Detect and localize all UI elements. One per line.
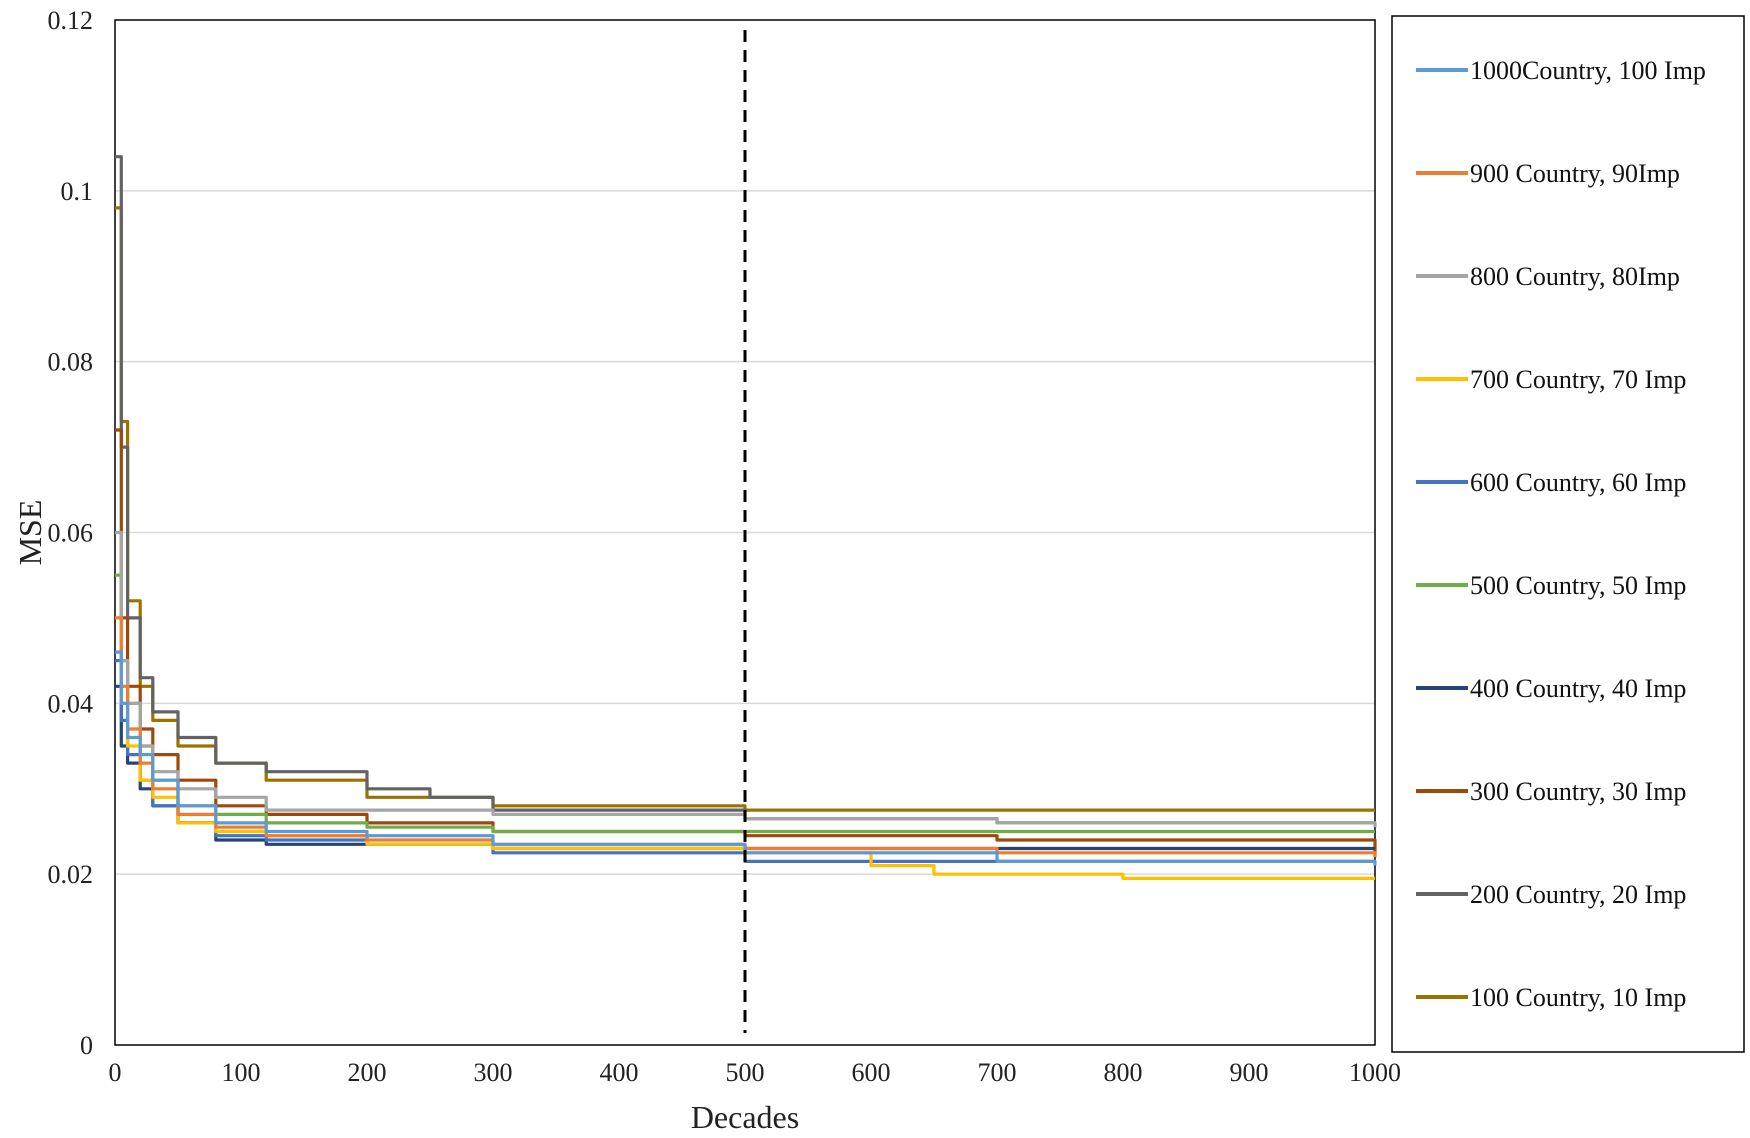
x-tick-label: 0 bbox=[109, 1058, 122, 1087]
legend: 1000Country, 100 Imp 900 Country, 90Imp 80… bbox=[1416, 56, 1706, 1012]
legend-box bbox=[1391, 15, 1745, 1053]
series-lines bbox=[115, 155, 1377, 880]
y-tick-label: 0.04 bbox=[48, 689, 94, 718]
x-axis-title: Decades bbox=[691, 1099, 799, 1135]
y-tick-label: 0.06 bbox=[48, 519, 94, 548]
x-tick-label: 1000 bbox=[1349, 1058, 1401, 1087]
y-tick-label: 0.08 bbox=[48, 348, 94, 377]
x-tick-label: 700 bbox=[978, 1058, 1017, 1087]
y-tick-label: 0 bbox=[80, 1031, 93, 1060]
y-tick-label: 0.02 bbox=[48, 860, 94, 889]
x-tick-label: 100 bbox=[222, 1058, 261, 1087]
y-tick-label: 0.1 bbox=[61, 177, 94, 206]
y-axis-title: MSE bbox=[12, 500, 48, 566]
legend-label: 600 Country, 60 Imp bbox=[1470, 468, 1686, 497]
series-line-200-country-20-imp bbox=[115, 155, 1375, 825]
x-tick-label: 200 bbox=[348, 1058, 387, 1087]
x-tick-label: 300 bbox=[474, 1058, 513, 1087]
y-axis-ticks: 0 0.02 0.04 0.06 0.08 0.1 0.12 bbox=[48, 6, 94, 1060]
legend-label: 1000Country, 100 Imp bbox=[1470, 56, 1706, 85]
legend-label: 700 Country, 70 Imp bbox=[1470, 365, 1686, 394]
x-tick-label: 900 bbox=[1230, 1058, 1269, 1087]
legend-label: 900 Country, 90Imp bbox=[1470, 159, 1680, 188]
x-axis-ticks: 0 100 200 300 400 500 600 700 800 900 1000 bbox=[109, 1058, 1402, 1087]
legend-label: 800 Country, 80Imp bbox=[1470, 262, 1680, 291]
x-tick-label: 500 bbox=[726, 1058, 765, 1087]
legend-label: 400 Country, 40 Imp bbox=[1470, 674, 1686, 703]
legend-label: 100 Country, 10 Imp bbox=[1470, 983, 1686, 1012]
legend-label: 300 Country, 30 Imp bbox=[1470, 777, 1686, 806]
x-tick-label: 400 bbox=[600, 1058, 639, 1087]
legend-label: 200 Country, 20 Imp bbox=[1470, 880, 1686, 909]
legend-label: 500 Country, 50 Imp bbox=[1470, 571, 1686, 600]
x-tick-label: 800 bbox=[1104, 1058, 1143, 1087]
x-tick-label: 600 bbox=[852, 1058, 891, 1087]
y-tick-label: 0.12 bbox=[48, 6, 94, 35]
